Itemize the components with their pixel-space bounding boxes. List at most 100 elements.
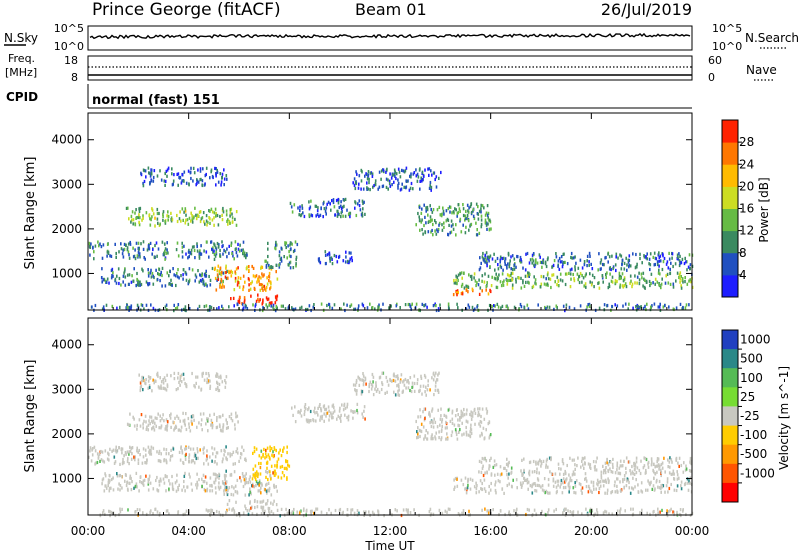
backscatter-cell (272, 450, 274, 454)
backscatter-cell (337, 201, 340, 205)
backscatter-cell (480, 218, 483, 222)
backscatter-cell (412, 187, 414, 191)
backscatter-cell (223, 183, 225, 187)
backscatter-cell (137, 458, 140, 462)
backscatter-cell (485, 288, 487, 292)
backscatter-cell (216, 462, 218, 466)
backscatter-cell (163, 179, 166, 183)
backscatter-cell (404, 169, 407, 173)
backscatter-cell (660, 484, 662, 488)
backscatter-cell (126, 459, 129, 464)
backscatter-cell (252, 274, 255, 278)
backscatter-cell (143, 256, 145, 260)
backscatter-cell (250, 282, 252, 286)
backscatter-cell (164, 179, 167, 183)
backscatter-cell (123, 461, 125, 465)
backscatter-cell (486, 281, 488, 285)
backscatter-cell (257, 297, 259, 301)
backscatter-cell (202, 167, 204, 171)
backscatter-cell (323, 412, 325, 416)
backscatter-cell (607, 477, 609, 481)
backscatter-cell (267, 481, 270, 485)
backscatter-cell (483, 457, 485, 461)
backscatter-cell (421, 218, 423, 222)
backscatter-cell (139, 388, 142, 393)
backscatter-cell (226, 492, 229, 497)
backscatter-cell (275, 472, 277, 476)
backscatter-cell (378, 376, 381, 380)
backscatter-cell (540, 274, 543, 279)
backscatter-cell (591, 490, 593, 494)
backscatter-cell (522, 279, 524, 283)
noise-search-label: N.Search (745, 31, 799, 45)
backscatter-cell (465, 217, 467, 221)
backscatter-cell (104, 474, 107, 478)
backscatter-cell (431, 409, 433, 413)
backscatter-cell (240, 479, 242, 483)
backscatter-cell (150, 168, 153, 172)
backscatter-cell (367, 173, 370, 177)
y-tick-label: 1000 (51, 266, 82, 280)
backscatter-cell (650, 305, 652, 309)
backscatter-cell (675, 488, 678, 493)
backscatter-cell (126, 246, 129, 250)
backscatter-cell (508, 262, 511, 266)
backscatter-cell (266, 276, 268, 280)
backscatter-cell (126, 305, 129, 309)
backscatter-cell (511, 254, 514, 258)
backscatter-cell (191, 459, 193, 463)
backscatter-cell (564, 485, 567, 490)
backscatter-cell (654, 472, 657, 476)
backscatter-cell (486, 261, 488, 265)
backscatter-cell (268, 303, 270, 307)
backscatter-cell (179, 375, 182, 379)
backscatter-cell (279, 257, 282, 261)
backscatter-cell (390, 304, 392, 308)
backscatter-cell (284, 307, 287, 311)
backscatter-cell (588, 263, 590, 267)
backscatter-cell (151, 389, 153, 393)
backscatter-cell (491, 304, 493, 309)
backscatter-cell (508, 278, 511, 282)
backscatter-cell (207, 220, 209, 224)
backscatter-cell (525, 252, 527, 256)
backscatter-cell (462, 207, 465, 211)
backscatter-cell (648, 481, 650, 485)
backscatter-cell (527, 271, 529, 275)
backscatter-cell (113, 455, 116, 459)
backscatter-cell (246, 253, 248, 257)
backscatter-cell (265, 296, 268, 300)
backscatter-cell (161, 273, 163, 278)
backscatter-cell (676, 253, 679, 257)
backscatter-cell (592, 484, 595, 488)
backscatter-cell (196, 181, 198, 185)
backscatter-cell (225, 418, 227, 422)
backscatter-cell (108, 479, 110, 483)
backscatter-cell (653, 509, 655, 514)
backscatter-cell (103, 460, 106, 464)
backscatter-cell (152, 512, 154, 516)
backscatter-cell (607, 463, 610, 467)
backscatter-cell (418, 205, 421, 210)
backscatter-cell (608, 479, 610, 483)
backscatter-cell (500, 284, 503, 288)
backscatter-cell (404, 303, 407, 307)
backscatter-cell (362, 383, 365, 387)
backscatter-cell (653, 488, 656, 492)
backscatter-cell (135, 216, 137, 220)
backscatter-cell (658, 479, 661, 484)
colorbar-segment (722, 425, 738, 446)
backscatter-cell (258, 483, 260, 487)
backscatter-cell (500, 265, 503, 270)
backscatter-cell (181, 451, 184, 455)
backscatter-cell (502, 283, 505, 287)
backscatter-cell (520, 469, 522, 473)
backscatter-cell (264, 287, 266, 291)
backscatter-cell (616, 464, 618, 468)
backscatter-cell (467, 209, 469, 213)
backscatter-cell (138, 246, 140, 250)
backscatter-cell (384, 391, 386, 395)
backscatter-cell (167, 218, 169, 222)
backscatter-cell (497, 263, 499, 267)
backscatter-cell (216, 213, 219, 218)
